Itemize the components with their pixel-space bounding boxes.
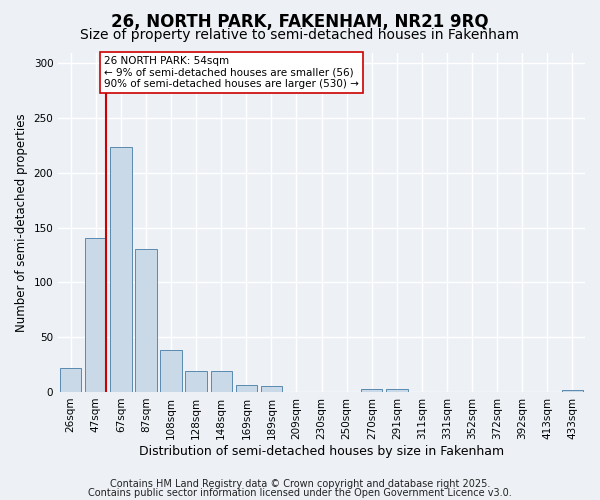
Bar [60, 368, 82, 392]
Bar [185, 371, 207, 392]
Bar [562, 390, 583, 392]
Bar [261, 386, 282, 392]
Bar [211, 371, 232, 392]
Bar [85, 238, 106, 392]
Bar [110, 146, 131, 392]
Bar [136, 248, 157, 392]
Y-axis label: Number of semi-detached properties: Number of semi-detached properties [15, 113, 28, 332]
Bar [160, 350, 182, 392]
Text: Size of property relative to semi-detached houses in Fakenham: Size of property relative to semi-detach… [80, 28, 520, 42]
Text: 26 NORTH PARK: 54sqm
← 9% of semi-detached houses are smaller (56)
90% of semi-d: 26 NORTH PARK: 54sqm ← 9% of semi-detach… [104, 56, 359, 89]
X-axis label: Distribution of semi-detached houses by size in Fakenham: Distribution of semi-detached houses by … [139, 444, 504, 458]
Bar [386, 388, 407, 392]
Text: Contains HM Land Registry data © Crown copyright and database right 2025.: Contains HM Land Registry data © Crown c… [110, 479, 490, 489]
Text: 26, NORTH PARK, FAKENHAM, NR21 9RQ: 26, NORTH PARK, FAKENHAM, NR21 9RQ [111, 12, 489, 30]
Bar [361, 388, 382, 392]
Text: Contains public sector information licensed under the Open Government Licence v3: Contains public sector information licen… [88, 488, 512, 498]
Bar [236, 386, 257, 392]
